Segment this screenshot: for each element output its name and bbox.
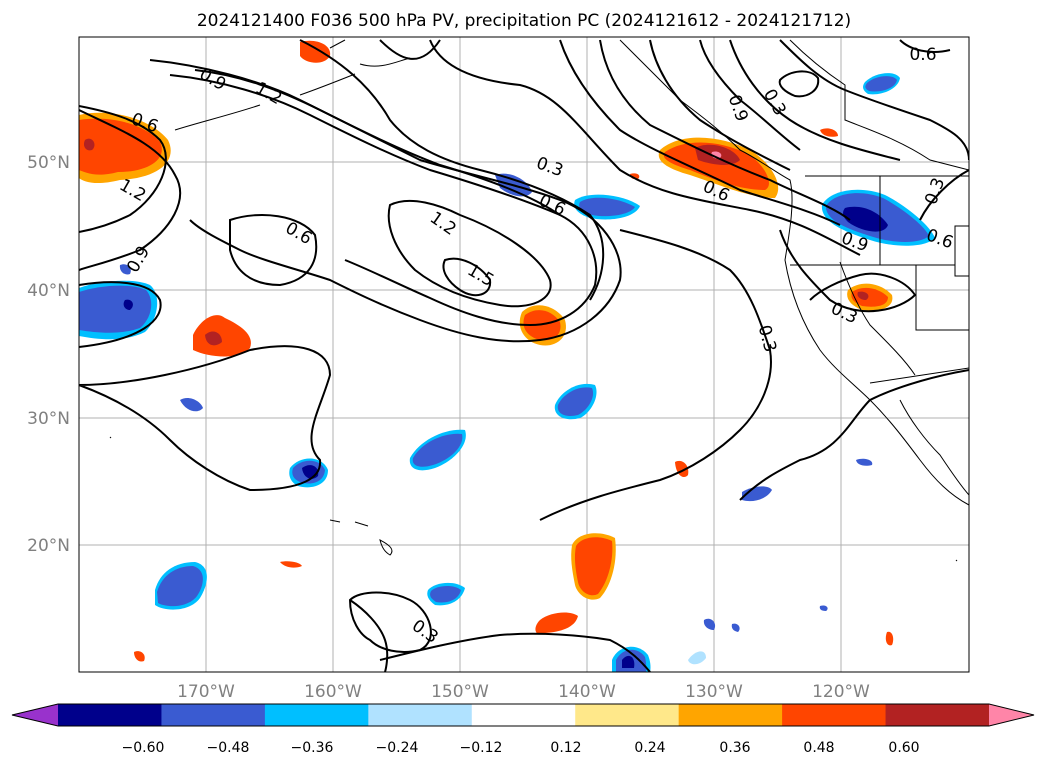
colorbar-segment: [368, 704, 473, 726]
lon-label: 130°W: [685, 682, 743, 702]
lat-label: 40°N: [27, 281, 70, 301]
precip-positive-area: [523, 310, 561, 341]
colorbar-segment: [989, 704, 1034, 726]
lat-label: 20°N: [27, 536, 70, 556]
precip-negative-area: [843, 206, 888, 232]
lon-label: 120°W: [812, 682, 870, 702]
figure-title: 2024121400 F036 500 hPa PV, precipitatio…: [197, 11, 851, 31]
colorbar-segment: [885, 704, 990, 726]
precip-negative-area: [856, 458, 873, 466]
precip-positive-area: [205, 331, 222, 346]
precip-negative-area: [703, 618, 716, 630]
colorbar-segment: [678, 704, 783, 726]
precip-positive-area: [300, 40, 331, 63]
colorbar-segment: [782, 704, 887, 726]
contour-label: 0.6: [909, 45, 936, 65]
precip-positive-area: [79, 118, 162, 175]
lon-labels: 170°W 160°W 150°W 140°W 130°W 120°W: [177, 682, 870, 702]
lat-label: 30°N: [27, 409, 70, 429]
colorbar-ticks: −0.60 −0.48 −0.36 −0.24 −0.12 0.12 0.24 …: [122, 740, 920, 756]
precip-negative-area: [622, 655, 635, 668]
colorbar-segment: [264, 704, 369, 726]
precip-positive-area: [574, 537, 613, 596]
lon-label: 150°W: [431, 682, 489, 702]
colorbar-tick-label: 0.12: [550, 740, 581, 756]
precip-positive-area: [535, 612, 578, 635]
precip-negative-area: [119, 264, 131, 275]
lon-label: 160°W: [304, 682, 362, 702]
precip-negative-area: [557, 387, 594, 416]
precip-negative-area: [180, 397, 203, 412]
lat-labels: 50°N 40°N 30°N 20°N: [27, 153, 70, 556]
precip-positive-area: [885, 631, 894, 646]
colorbar-outline: [11, 703, 1035, 727]
precip-negative-area: [157, 566, 203, 607]
lon-label: 170°W: [177, 682, 235, 702]
precip-positive-area: [820, 128, 838, 137]
precip-negative-area: [123, 299, 133, 310]
colorbar-tick-label: −0.24: [376, 740, 419, 756]
colorbar-tick-label: −0.12: [460, 740, 503, 756]
precip-negative-area: [79, 285, 152, 333]
colorbar-tick-label: −0.60: [122, 740, 165, 756]
colorbar-segment: [58, 704, 162, 726]
precip-positive-area: [134, 651, 145, 662]
precip-negative-area: [865, 76, 897, 92]
colorbar-tick-label: 0.48: [803, 740, 834, 756]
colorbar-segment: [12, 704, 58, 726]
precip-positive-area: [83, 138, 95, 151]
map-frame: [78, 36, 970, 673]
precip-negative-area: [430, 585, 461, 603]
precip-negative-area: [688, 651, 706, 665]
precip-positive-area: [280, 561, 302, 568]
colorbar-tick-label: −0.48: [207, 740, 250, 756]
precip-negative-area: [412, 433, 463, 467]
colorbar-segment: [471, 704, 576, 726]
map-panel: 0.9 1.2 0.6 1.2 0.9 0.3 0.6 0.6 1.2 1.5 …: [27, 36, 970, 702]
colorbar-tick-label: 0.24: [634, 740, 665, 756]
lat-label: 50°N: [27, 153, 70, 173]
colorbar-segment: [575, 704, 680, 726]
colorbar-tick-label: −0.36: [291, 740, 334, 756]
precip-positive-area: [193, 315, 251, 357]
colorbar: −0.60 −0.48 −0.36 −0.24 −0.12 0.12 0.24 …: [11, 703, 1035, 756]
pv-contours: [79, 39, 969, 672]
coastlines: [109, 39, 969, 562]
precip-positive-area: [663, 142, 769, 190]
lon-label: 140°W: [558, 682, 616, 702]
precip-positive-area: [857, 291, 869, 300]
colorbar-tick-label: 0.60: [888, 740, 919, 756]
precip-negative-area: [819, 605, 828, 611]
colorbar-segments: [12, 704, 1034, 726]
colorbar-tick-label: 0.36: [719, 740, 750, 756]
precip-negative-area: [579, 197, 635, 217]
precip-negative-area: [731, 623, 740, 632]
colorbar-segment: [161, 704, 266, 726]
